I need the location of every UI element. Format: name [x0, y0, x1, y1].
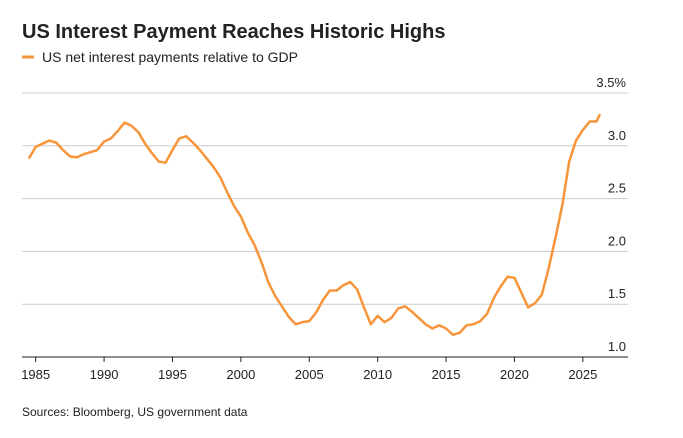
y-tick-label: 1.0: [608, 339, 626, 354]
chart-title: US Interest Payment Reaches Historic Hig…: [22, 21, 445, 43]
y-tick-label: 2.0: [608, 233, 626, 248]
x-tick-label: 2005: [295, 367, 324, 382]
x-tick-label: 2000: [226, 367, 255, 382]
x-tick-label: 2020: [500, 367, 529, 382]
x-tick-label: 1985: [21, 367, 50, 382]
x-tick-label: 1995: [158, 367, 187, 382]
data-line: [27, 113, 602, 337]
x-tick-label: 1990: [90, 367, 119, 382]
x-tick-label: 2010: [363, 367, 392, 382]
x-tick-label: 2025: [568, 367, 597, 382]
y-tick-label: 3.0: [608, 128, 626, 143]
x-tick-label: 2015: [432, 367, 461, 382]
source: Sources: Bloomberg, US government data: [22, 405, 248, 419]
y-tick-label: 3.5%: [596, 75, 626, 90]
legend-label: US net interest payments relative to GDP: [42, 49, 298, 65]
y-tick-label: 1.5: [608, 286, 626, 301]
y-tick-label: 2.5: [608, 181, 626, 196]
